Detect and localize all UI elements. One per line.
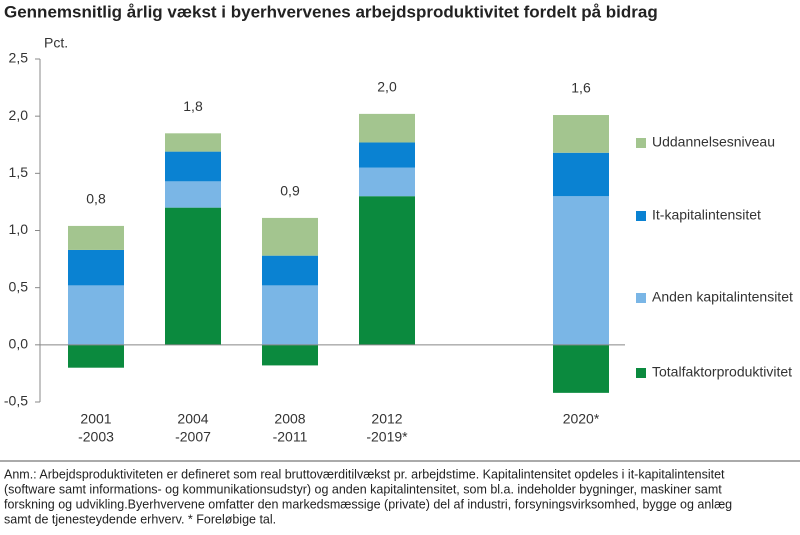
note-line: (software samt informations- og kommunik… — [4, 482, 722, 496]
legend-label: It-kapitalintensitet — [652, 207, 761, 223]
x-tick-label: -2007 — [175, 429, 211, 445]
bar-segment — [359, 113, 415, 143]
bar-segment — [165, 181, 221, 208]
bar-segment — [553, 344, 609, 393]
total-label: 0,9 — [280, 183, 300, 199]
y-tick-label: 1,0 — [9, 221, 29, 237]
total-label: 1,6 — [571, 80, 591, 96]
bar-segment — [553, 115, 609, 153]
y-tick-label: 1,5 — [9, 164, 29, 180]
chart-title: Gennemsnitlig årlig vækst i byerhvervene… — [4, 2, 658, 21]
bar-segment — [262, 344, 318, 366]
note-line: forskning og udvikling.Byerhvervene omfa… — [4, 497, 732, 511]
bar-segment — [262, 255, 318, 286]
legend-swatch — [636, 293, 646, 303]
bar-segment — [68, 225, 124, 250]
x-tick-label: -2011 — [273, 429, 308, 445]
legend-label: Totalfaktorproduktivitet — [652, 364, 792, 380]
legend-label: Uddannelsesniveau — [652, 134, 775, 150]
y-axis-label: Pct. — [44, 35, 68, 51]
x-tick-label: 2004 — [177, 411, 208, 427]
x-tick-label: -2019* — [366, 429, 408, 445]
legend-label: Anden kapitalintensitet — [652, 289, 793, 305]
x-tick-label: -2003 — [78, 429, 114, 445]
legend-swatch — [636, 211, 646, 221]
total-label: 0,8 — [86, 191, 106, 207]
y-tick-label: -0,5 — [4, 393, 28, 409]
bar-segment — [553, 196, 609, 345]
bar-segment — [68, 344, 124, 368]
x-tick-label: 2012 — [371, 411, 402, 427]
legend-swatch — [636, 138, 646, 148]
bar-segment — [553, 152, 609, 197]
x-tick-label: 2008 — [274, 411, 305, 427]
y-tick-label: 2,0 — [9, 107, 29, 123]
y-tick-label: 0,5 — [9, 278, 29, 294]
note-line: Anm.: Arbejdsproduktiviteten er definere… — [4, 467, 725, 481]
bar-segment — [165, 207, 221, 345]
bar-segment — [359, 196, 415, 345]
bar-segment — [68, 249, 124, 286]
bar-segment — [262, 285, 318, 345]
total-label: 2,0 — [377, 79, 397, 95]
bar-segment — [359, 167, 415, 197]
total-label: 1,8 — [183, 98, 203, 114]
bar-segment — [359, 142, 415, 168]
x-tick-label: 2001 — [80, 411, 111, 427]
x-tick-label: 2020* — [563, 411, 600, 427]
bar-segment — [165, 133, 221, 152]
legend-swatch — [636, 368, 646, 378]
y-tick-label: 0,0 — [9, 336, 29, 352]
note-line: samt de tjenesteydende erhverv. * Forelø… — [4, 512, 276, 526]
bar-segment — [165, 151, 221, 182]
y-tick-label: 2,5 — [9, 50, 29, 66]
bar-segment — [262, 217, 318, 256]
bar-segment — [68, 285, 124, 345]
